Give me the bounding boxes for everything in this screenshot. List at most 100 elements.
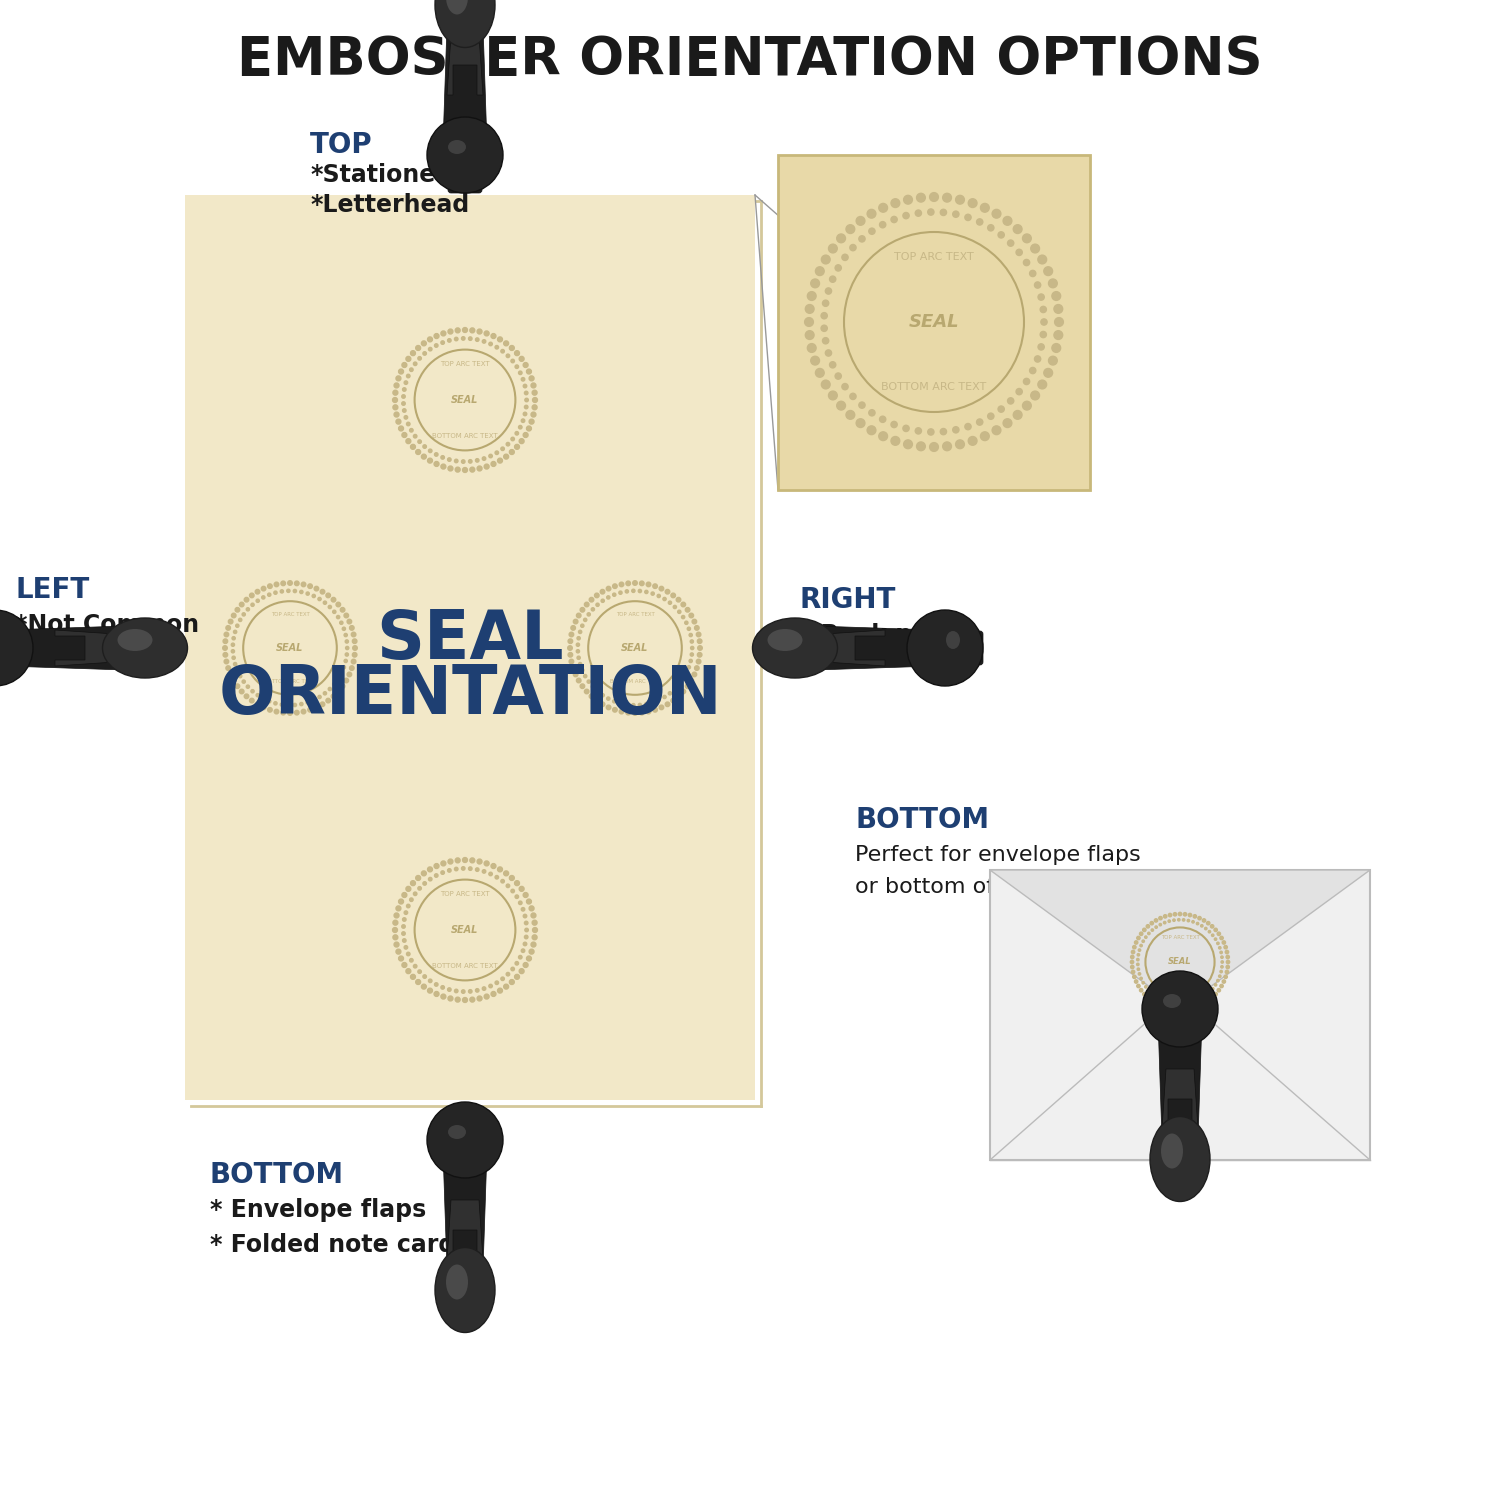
Text: SEAL: SEAL [1168, 957, 1192, 966]
Circle shape [344, 633, 348, 636]
Circle shape [573, 672, 578, 676]
Circle shape [698, 652, 702, 657]
Circle shape [1164, 1007, 1167, 1010]
Circle shape [916, 194, 926, 202]
Circle shape [620, 591, 622, 594]
Circle shape [495, 876, 498, 879]
Text: TOP ARC TEXT: TOP ARC TEXT [1161, 934, 1200, 939]
Circle shape [531, 382, 536, 388]
Circle shape [249, 699, 254, 703]
Circle shape [927, 429, 934, 435]
Circle shape [328, 687, 332, 690]
Circle shape [1160, 1004, 1162, 1008]
Circle shape [512, 890, 515, 892]
Circle shape [1038, 380, 1047, 388]
Circle shape [620, 702, 622, 705]
Circle shape [694, 666, 699, 670]
Circle shape [670, 592, 675, 597]
Text: * Folded note cards: * Folded note cards [210, 1233, 470, 1257]
Ellipse shape [1161, 1134, 1184, 1168]
Circle shape [696, 658, 700, 664]
Circle shape [1164, 915, 1167, 918]
Text: BOTTOM ARC TEXT: BOTTOM ARC TEXT [432, 963, 498, 969]
Circle shape [1014, 411, 1022, 420]
Circle shape [519, 902, 522, 904]
Circle shape [441, 994, 446, 999]
Circle shape [600, 702, 604, 706]
Circle shape [429, 448, 432, 453]
Circle shape [1142, 981, 1144, 984]
Circle shape [490, 462, 496, 466]
Circle shape [1008, 398, 1014, 404]
Circle shape [333, 610, 336, 614]
Circle shape [261, 586, 266, 591]
Circle shape [807, 291, 816, 300]
Circle shape [232, 656, 236, 660]
Circle shape [394, 382, 399, 388]
Circle shape [512, 436, 515, 441]
Circle shape [952, 211, 958, 217]
Circle shape [501, 350, 504, 352]
Circle shape [447, 868, 452, 871]
Circle shape [908, 610, 983, 686]
Circle shape [822, 380, 830, 388]
Circle shape [867, 426, 876, 435]
Circle shape [531, 942, 536, 946]
Circle shape [868, 410, 874, 416]
Circle shape [859, 402, 865, 408]
Circle shape [1004, 216, 1013, 225]
Circle shape [249, 592, 254, 597]
Text: or bottom of page seals: or bottom of page seals [855, 878, 1120, 897]
Circle shape [532, 920, 537, 926]
Circle shape [423, 975, 426, 978]
Circle shape [525, 921, 528, 924]
Circle shape [612, 592, 616, 597]
Circle shape [498, 458, 502, 464]
Circle shape [674, 687, 676, 690]
Circle shape [256, 693, 259, 698]
Circle shape [1208, 992, 1210, 993]
Circle shape [274, 582, 279, 586]
Circle shape [462, 336, 465, 340]
Circle shape [825, 350, 831, 355]
Circle shape [658, 705, 663, 710]
Circle shape [228, 620, 232, 624]
Circle shape [692, 672, 696, 676]
Circle shape [231, 614, 236, 618]
Circle shape [1224, 945, 1227, 950]
Circle shape [1040, 332, 1047, 338]
Text: TOP ARC TEXT: TOP ARC TEXT [440, 360, 491, 366]
Circle shape [318, 597, 321, 600]
Circle shape [956, 195, 964, 204]
Polygon shape [442, 1150, 488, 1270]
Circle shape [828, 244, 837, 254]
Ellipse shape [446, 1264, 468, 1299]
Circle shape [224, 652, 228, 657]
Circle shape [393, 405, 398, 410]
Circle shape [524, 915, 526, 918]
Circle shape [531, 914, 536, 918]
Circle shape [670, 699, 675, 703]
Circle shape [1203, 920, 1206, 922]
Circle shape [1023, 402, 1032, 410]
Text: BOTTOM ARC TEXT: BOTTOM ARC TEXT [1155, 984, 1206, 990]
Circle shape [1140, 932, 1143, 936]
Circle shape [294, 711, 298, 716]
Circle shape [462, 460, 465, 464]
Circle shape [1198, 1004, 1202, 1008]
Circle shape [620, 582, 624, 586]
Circle shape [288, 580, 292, 585]
Circle shape [694, 626, 699, 630]
Circle shape [674, 606, 676, 609]
Circle shape [414, 435, 417, 438]
Circle shape [804, 318, 813, 327]
Circle shape [522, 908, 525, 910]
Circle shape [1023, 378, 1029, 384]
Circle shape [427, 458, 432, 464]
Circle shape [512, 360, 515, 363]
Circle shape [568, 632, 573, 638]
Circle shape [339, 621, 344, 624]
Text: * Envelope flaps: * Envelope flaps [210, 1198, 426, 1222]
Circle shape [402, 394, 405, 398]
Circle shape [519, 969, 524, 974]
